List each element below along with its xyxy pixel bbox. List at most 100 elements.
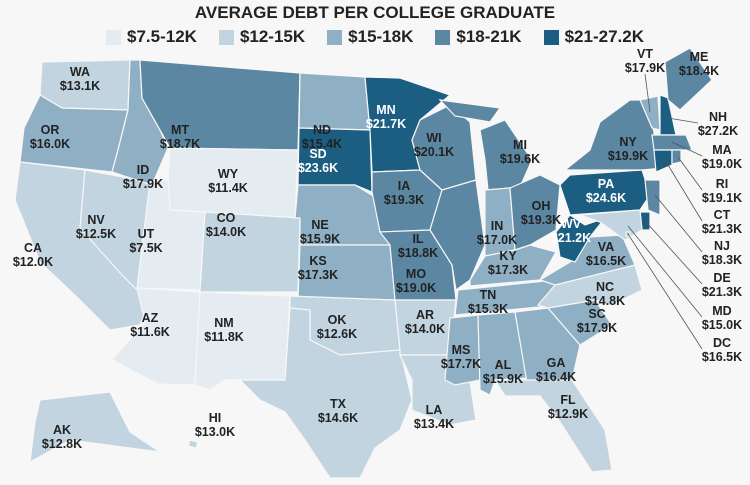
state-abbr-label: HI — [209, 411, 222, 425]
state-abbr-label: DE — [713, 271, 730, 285]
leader-line — [677, 156, 703, 191]
state-value-label: $24.6K — [586, 191, 626, 205]
state-value-label: $11.8K — [204, 330, 244, 344]
state-hi — [187, 439, 199, 449]
state-value-label: $12.0K — [13, 255, 53, 269]
state-abbr-label: MD — [712, 304, 731, 318]
legend-swatch — [435, 29, 451, 45]
state-abbr-label: NH — [709, 110, 727, 124]
state-value-label: $19.6K — [500, 152, 540, 166]
state-value-label: $13.0K — [195, 425, 235, 439]
state-abbr-label: NE — [311, 218, 328, 232]
state-value-label: $11.6K — [130, 325, 170, 339]
state-abbr-label: MS — [452, 343, 471, 357]
legend-label: $18-21K — [456, 27, 522, 46]
state-value-label: $18.8K — [398, 246, 438, 260]
state-sd — [297, 127, 373, 193]
legend-item: $18-21K — [435, 27, 522, 47]
state-value-label: $21.3K — [702, 222, 742, 236]
state-abbr-label: IA — [398, 179, 411, 193]
state-value-label: $17.7K — [441, 357, 481, 371]
state-abbr-label: MI — [513, 138, 527, 152]
state-abbr-label: CA — [24, 241, 42, 255]
state-abbr-label: NV — [87, 213, 105, 227]
state-abbr-label: WV — [561, 217, 582, 231]
state-value-label: $12.5K — [76, 227, 116, 241]
state-value-label: $12.6K — [317, 327, 357, 341]
leader-line — [627, 233, 703, 350]
state-value-label: $27.2K — [698, 124, 738, 138]
state-abbr-label: KY — [499, 249, 517, 263]
state-abbr-label: WI — [426, 131, 441, 145]
state-abbr-label: NY — [619, 135, 637, 149]
leader-line — [627, 225, 703, 318]
state-ak — [29, 391, 161, 464]
state-abbr-label: ID — [137, 163, 150, 177]
state-il — [429, 179, 486, 292]
leader-line — [667, 117, 699, 124]
state-value-label: $17.0K — [477, 233, 517, 247]
legend-swatch — [218, 29, 234, 45]
state-ms — [444, 314, 481, 386]
state-abbr-label: OR — [41, 123, 60, 137]
leader-line — [645, 221, 703, 285]
state-value-label: $18.3K — [702, 253, 742, 267]
state-value-label: $14.0K — [405, 322, 445, 336]
legend-swatch — [543, 29, 559, 45]
legend-label: $12-15K — [239, 27, 306, 46]
state-abbr-label: MO — [406, 267, 426, 281]
state-abbr-label: SD — [309, 147, 326, 161]
state-abbr-label: SC — [588, 307, 605, 321]
state-ma — [651, 134, 693, 151]
state-abbr-label: NC — [596, 280, 614, 294]
legend: $7.5-12K $12-15K $15-18K $18-21K $21-27.… — [0, 27, 750, 47]
state-value-label: $17.3K — [488, 263, 528, 277]
state-abbr-label: WA — [70, 65, 90, 79]
state-abbr-label: DC — [713, 336, 731, 350]
state-value-label: $23.6K — [298, 161, 338, 175]
state-abbr-label: MN — [376, 103, 395, 117]
state-value-label: $16.0K — [30, 137, 70, 151]
legend-label: $21-27.2K — [564, 27, 644, 46]
leader-line — [664, 159, 703, 222]
state-value-label: $17.9K — [577, 321, 617, 335]
state-value-label: $16.5K — [586, 254, 626, 268]
state-abbr-label: GA — [547, 356, 566, 370]
state-value-label: $15.0K — [702, 318, 742, 332]
state-value-label: $17.9K — [123, 177, 163, 191]
state-ky — [469, 244, 557, 287]
state-abbr-label: AR — [416, 308, 434, 322]
state-abbr-label: NJ — [714, 239, 730, 253]
state-value-label: $16.4K — [536, 370, 576, 384]
state-value-label: $19.0K — [396, 281, 436, 295]
legend-swatch — [327, 29, 343, 45]
state-abbr-label: CO — [217, 211, 236, 225]
state-value-label: $12.8K — [42, 437, 82, 451]
state-nj — [644, 179, 661, 216]
state-value-label: $14.0K — [206, 225, 246, 239]
state-abbr-label: IN — [491, 219, 504, 233]
state-value-label: $19.1K — [702, 191, 742, 205]
state-ri — [671, 149, 682, 165]
state-abbr-label: TX — [330, 397, 347, 411]
legend-label: $15-18K — [348, 27, 414, 46]
state-value-label: $11.4K — [208, 181, 248, 195]
state-abbr-label: ME — [690, 50, 709, 64]
state-mi — [438, 99, 502, 123]
state-wv — [555, 214, 607, 263]
legend-item: $15-18K — [327, 27, 413, 47]
state-abbr-label: CT — [714, 208, 731, 222]
legend-item: $21-27.2K — [543, 27, 644, 47]
state-abbr-label: AZ — [142, 311, 159, 325]
state-me — [664, 47, 713, 111]
state-abbr-label: VA — [598, 240, 614, 254]
state-value-label: $14.8K — [585, 294, 625, 308]
state-abbr-label: MT — [171, 123, 189, 137]
state-value-label: $13.4K — [414, 417, 454, 431]
state-co — [199, 211, 301, 293]
state-abbr-label: AK — [53, 423, 71, 437]
legend-item: $7.5-12K — [106, 27, 197, 47]
state-abbr-label: IL — [412, 232, 423, 246]
state-value-label: $19.3K — [384, 193, 424, 207]
